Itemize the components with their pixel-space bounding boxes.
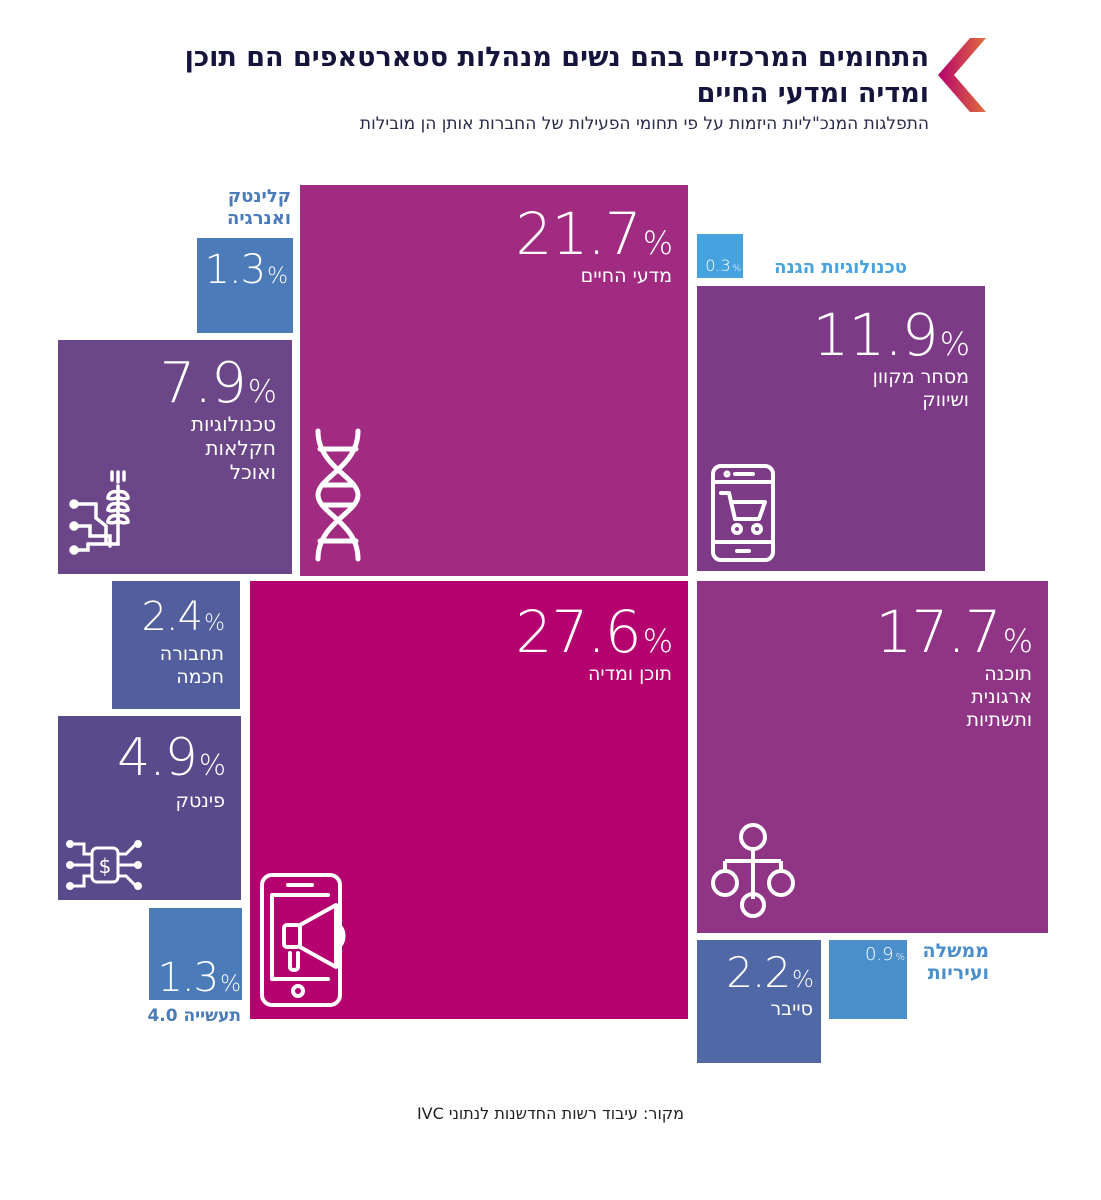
dollar-chip-icon: $: [66, 840, 142, 890]
value-life-sciences: 21.7%: [515, 200, 673, 268]
chevron-logo-icon: [938, 38, 986, 112]
label-fintech: פינטק: [175, 790, 225, 812]
value-ecommerce: 11.9%: [812, 301, 970, 369]
wheat-circuit-icon: [69, 470, 130, 555]
label-life-sciences: מדעי החיים: [580, 265, 672, 287]
value-smart-mobility: 2.4%: [141, 594, 225, 640]
block-life-sciences: 21.7% מדעי החיים: [300, 185, 688, 576]
value-enterprise-software: 17.7%: [875, 598, 1033, 666]
block-industry40: 1.3%: [149, 908, 242, 1000]
block-smart-mobility: 2.4% תחבורה חכמה: [112, 581, 240, 709]
label-smart-mobility: תחבורה חכמה: [159, 643, 224, 688]
label-industry40: תעשייה 4.0: [147, 1006, 241, 1026]
block-content-media: 27.6% תוכן ומדיה: [250, 581, 688, 1019]
block-ecommerce: 11.9% מסחר מקוון ושיווק: [697, 286, 985, 571]
svg-text:$: $: [99, 854, 112, 878]
chart-subtitle: התפלגות המנכ"ליות היזמות על פי תחומי הפע…: [359, 114, 929, 134]
label-enterprise-software: תוכנה ארגונית ותשתיות: [966, 663, 1032, 731]
value-text: 21.7: [515, 200, 642, 268]
label-ecommerce: מסחר מקוון ושיווק: [872, 366, 969, 411]
label-content-media: תוכן ומדיה: [587, 663, 672, 685]
value-text: 2.2: [726, 948, 791, 997]
value-fintech: 4.9%: [117, 728, 226, 788]
phone-cart-icon: [711, 464, 775, 562]
value-text: 0.9: [864, 944, 894, 965]
value-text: 2.4: [141, 594, 203, 640]
hierarchy-icon: [711, 823, 795, 918]
value-cleantech: 1.3%: [204, 247, 288, 293]
value-industry40: 1.3%: [157, 955, 241, 1001]
value-text: 17.7: [875, 598, 1002, 666]
value-text: 0.3: [705, 256, 731, 275]
label-cyber: סייבר: [770, 998, 813, 1020]
value-content-media: 27.6%: [515, 598, 673, 666]
label-cleantech: קלינטק ואנרגיה: [227, 186, 291, 229]
value-government: 0.9%: [864, 944, 905, 965]
value-cyber: 2.2%: [726, 948, 814, 997]
label-defense: טכנולוגיות הגנה: [774, 257, 907, 278]
value-agrifood: 7.9%: [159, 351, 277, 416]
label-agrifood: טכנולוגיות חקלאות ואוכל: [190, 412, 276, 484]
chart-title: התחומים המרכזיים בהם נשים מנהלות סטארטאפ…: [184, 42, 929, 109]
block-enterprise-software: 17.7% תוכנה ארגונית ותשתיות: [697, 581, 1048, 933]
value-text: 1.3: [204, 247, 266, 293]
source-note: מקור: עיבוד רשות החדשנות לנתוני IVC: [416, 1104, 685, 1123]
dna-icon: [315, 428, 361, 562]
block-cleantech: 1.3%: [197, 238, 293, 333]
value-text: 11.9: [812, 301, 939, 369]
label-government: ממשלה ועיריות: [922, 940, 989, 984]
block-defense: 0.3%: [697, 234, 743, 278]
block-fintech: 4.9% פינטק $: [58, 716, 241, 900]
block-cyber: 2.2% סייבר: [697, 940, 821, 1063]
value-text: 1.3: [157, 955, 219, 1001]
block-government: 0.9%: [829, 940, 907, 1019]
value-defense: 0.3%: [705, 256, 741, 275]
value-text: 27.6: [515, 598, 642, 666]
value-text: 4.9: [117, 728, 198, 788]
block-agrifood: 7.9% טכנולוגיות חקלאות ואוכל: [58, 340, 292, 574]
phone-megaphone-icon: [260, 873, 346, 1007]
value-text: 7.9: [159, 351, 247, 416]
